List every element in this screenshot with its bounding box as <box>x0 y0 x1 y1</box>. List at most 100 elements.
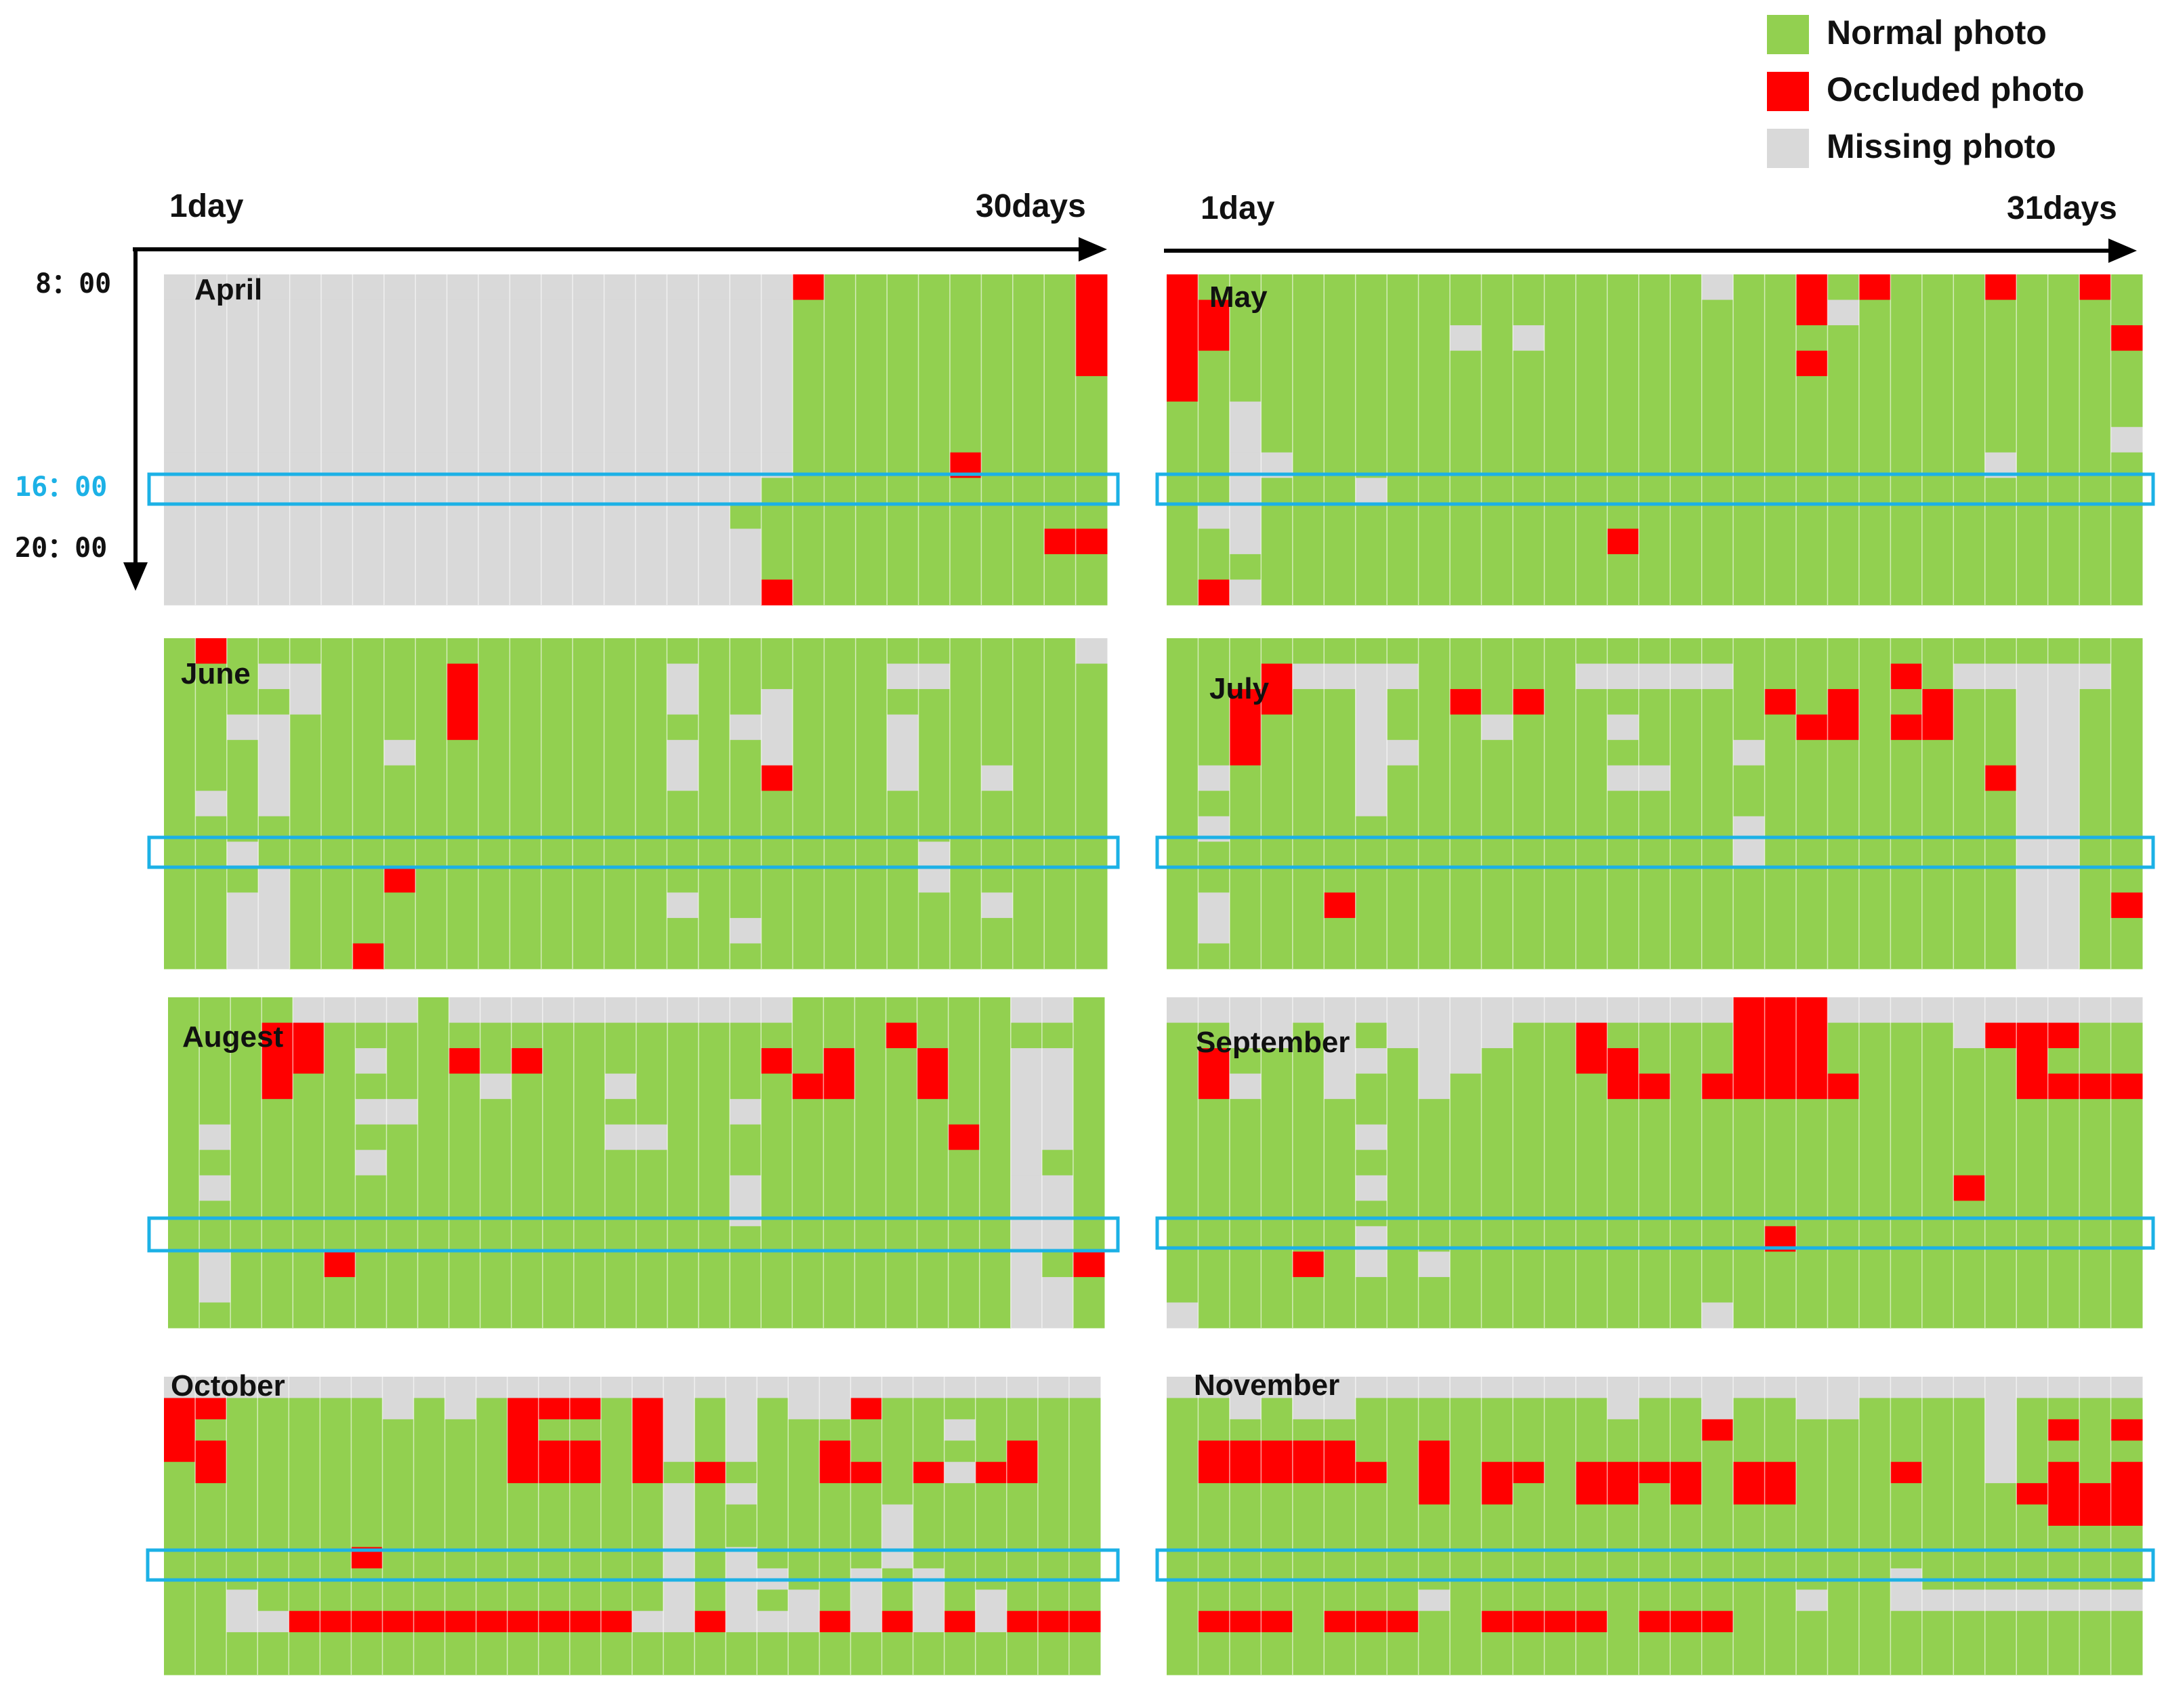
cell-normal <box>352 740 385 766</box>
cell-normal <box>324 1276 356 1303</box>
cell-normal <box>2047 1175 2080 1201</box>
cell-normal <box>1670 1589 1703 1612</box>
cell-normal <box>1953 689 1986 715</box>
cell-normal <box>886 1175 918 1201</box>
cell-normal <box>913 1398 945 1420</box>
cell-normal <box>321 791 353 817</box>
cell-normal <box>444 1526 477 1547</box>
cell-normal <box>1827 1099 1860 1125</box>
cell-normal <box>979 1048 1012 1075</box>
cell-normal <box>355 1175 387 1201</box>
cell-occluded <box>382 1610 415 1633</box>
cell-normal <box>1229 1201 1262 1227</box>
cell-normal <box>2016 1504 2049 1526</box>
cell-normal <box>1418 325 1451 352</box>
cell-normal <box>819 1483 851 1505</box>
cell-normal <box>887 579 919 606</box>
cell-normal <box>2016 325 2049 352</box>
cell-normal <box>1953 943 1986 970</box>
cell-occluded <box>1006 1610 1039 1633</box>
cell-normal <box>757 1504 789 1526</box>
cell-normal <box>1198 376 1230 402</box>
cell-normal <box>2047 478 2080 504</box>
cell-normal <box>2079 1048 2112 1075</box>
cell-normal <box>1481 350 1514 377</box>
cell-normal <box>1670 892 1703 919</box>
cell-missing <box>881 1377 914 1398</box>
cell-missing <box>1733 740 1766 766</box>
cell-normal <box>324 1302 356 1329</box>
cell-missing <box>415 401 448 428</box>
cell-normal <box>1575 427 1608 453</box>
cell-normal <box>950 892 982 919</box>
cell-occluded <box>819 1461 851 1484</box>
cell-normal <box>1450 528 1482 555</box>
cell-normal <box>1796 1440 1828 1463</box>
cell-normal <box>1167 689 1199 715</box>
cell-missing <box>1512 1377 1545 1398</box>
cell-missing <box>1041 1073 1074 1100</box>
cell-missing <box>1418 1589 1451 1612</box>
cell-normal <box>1261 917 1293 944</box>
cell-normal <box>542 1226 575 1252</box>
cell-missing <box>726 1419 757 1441</box>
cell-normal <box>1167 1251 1199 1278</box>
cell-normal <box>823 1124 855 1150</box>
cell-normal <box>1921 1302 1954 1329</box>
cell-normal <box>981 376 1014 402</box>
cell-normal <box>1921 1150 1954 1176</box>
cell-normal <box>1072 1073 1105 1100</box>
cell-normal <box>855 943 888 970</box>
cell-normal <box>195 663 228 690</box>
cell-normal <box>793 401 825 428</box>
cell-normal <box>321 663 353 690</box>
cell-normal <box>698 689 730 715</box>
cell-normal <box>1387 401 1419 428</box>
cell-normal <box>1827 740 1860 766</box>
cell-normal <box>918 478 951 504</box>
cell-normal <box>1261 1632 1293 1654</box>
cell-normal <box>446 917 479 944</box>
cell-occluded <box>2047 1419 2080 1441</box>
cell-normal <box>476 1504 508 1526</box>
cell-normal <box>2016 1251 2049 1278</box>
cell-normal <box>1044 554 1077 580</box>
cell-normal <box>1670 765 1703 791</box>
cell-normal <box>1044 427 1077 453</box>
cell-normal <box>1037 1398 1070 1420</box>
cell-normal <box>1010 1022 1043 1049</box>
cell-normal <box>293 1302 325 1329</box>
cell-normal <box>1733 274 1766 301</box>
cell-missing <box>541 274 573 301</box>
cell-normal <box>854 1302 887 1329</box>
cell-normal <box>886 1276 918 1303</box>
cell-normal <box>950 867 982 893</box>
cell-normal <box>1167 1610 1199 1633</box>
cell-normal <box>1450 1440 1482 1463</box>
cell-normal <box>415 841 448 868</box>
cell-normal <box>164 867 196 893</box>
cell-normal <box>1921 1276 1954 1303</box>
cell-normal <box>538 1526 570 1547</box>
cell-normal <box>1450 714 1482 741</box>
cell-normal <box>1544 1124 1577 1150</box>
cell-normal <box>1387 1048 1419 1075</box>
cell-normal <box>1512 638 1545 665</box>
cell-normal <box>164 714 196 741</box>
cell-normal <box>2079 1653 2112 1675</box>
cell-missing <box>1041 1302 1074 1329</box>
cell-normal <box>1670 528 1703 555</box>
cell-normal <box>1355 1302 1388 1329</box>
cell-normal <box>1037 1504 1070 1526</box>
cell-normal <box>572 867 605 893</box>
cell-normal <box>164 1632 196 1654</box>
cell-occluded <box>1292 1440 1325 1463</box>
cell-occluded <box>1261 663 1293 690</box>
cell-missing <box>446 554 479 580</box>
cell-normal <box>2079 299 2112 326</box>
cell-normal <box>1984 401 2017 428</box>
cell-normal <box>1733 1276 1766 1303</box>
cell-normal <box>1575 917 1608 944</box>
cell-normal <box>352 765 385 791</box>
cell-missing <box>195 503 228 529</box>
